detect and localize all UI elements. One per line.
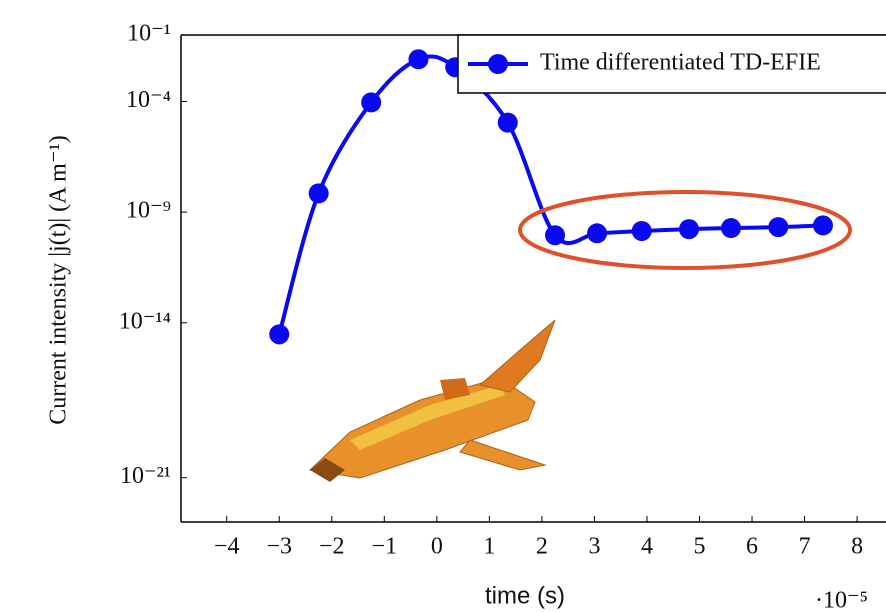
y-tick-label: 10⁻¹⁴ (119, 308, 171, 334)
marker (813, 215, 833, 235)
marker (498, 113, 518, 133)
marker (545, 225, 565, 245)
marker (309, 183, 329, 203)
y-tick-label: 10⁻⁹ (126, 198, 171, 224)
marker (408, 49, 428, 69)
marker (269, 324, 289, 344)
x-tick-label: 2 (536, 534, 548, 560)
y-tick-label: 10⁻⁴ (126, 87, 171, 113)
x-tick-label: −4 (214, 534, 240, 560)
chart: Current intensity |j(t)| (A m⁻¹) time (s… (0, 0, 886, 612)
x-multiplier: ·10⁻⁵ (815, 588, 868, 612)
legend-marker (488, 54, 508, 74)
x-tick-label: 0 (431, 534, 443, 560)
y-axis-label: Current intensity |j(t)| (A m⁻¹) (46, 135, 72, 424)
marker (679, 219, 699, 239)
legend: Time differentiated TD-EFIE (458, 35, 886, 93)
y-tick-label: 10⁻²¹ (120, 463, 171, 489)
axes (181, 35, 886, 522)
x-tick-label: 4 (641, 534, 653, 560)
y-tick-label: 10⁻¹ (127, 21, 171, 47)
x-tick-label: 7 (799, 534, 811, 560)
marker (361, 92, 381, 112)
marker (768, 217, 788, 237)
marker (632, 221, 652, 241)
marker (721, 218, 741, 238)
shuttle-illustration (310, 320, 555, 482)
x-tick-label: 5 (694, 534, 706, 560)
x-tick-label: 6 (746, 534, 758, 560)
x-tick-label: 3 (588, 534, 600, 560)
marker (587, 223, 607, 243)
x-axis-label: time (s) (485, 582, 565, 609)
legend-label: Time differentiated TD-EFIE (540, 50, 821, 76)
x-tick-label: −2 (319, 534, 345, 560)
x-tick-label: −3 (266, 534, 292, 560)
x-tick-label: −1 (372, 534, 398, 560)
x-tick-label: 1 (483, 534, 495, 560)
x-tick-label: 8 (851, 534, 863, 560)
